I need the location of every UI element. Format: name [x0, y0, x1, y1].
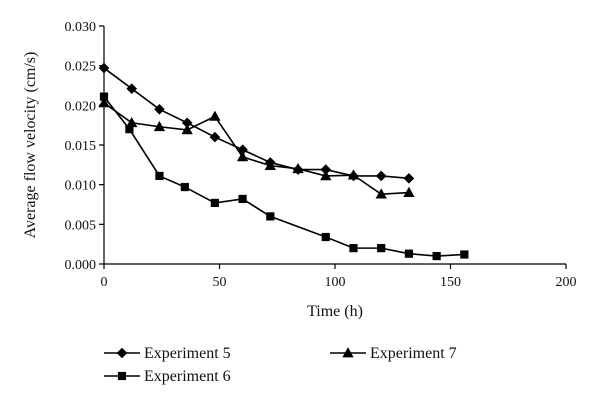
legend-label: Experiment 6	[144, 368, 231, 385]
data-point-experiment-6	[238, 194, 247, 204]
data-point-experiment-7	[153, 120, 166, 132]
x-tick-label: 200	[556, 275, 577, 290]
data-point-experiment-7	[126, 116, 138, 128]
data-point-experiment-6	[210, 198, 219, 208]
x-axis-ticks: 0 50 100 150 200	[101, 264, 577, 290]
legend: Experiment 5 Experiment 6 Experiment 7	[104, 345, 457, 385]
series-experiment-7	[98, 97, 415, 199]
data-point-experiment-7	[236, 151, 249, 162]
y-axis-title: Average flow velocity (cm/s)	[22, 52, 39, 239]
data-point-experiment-6	[266, 212, 275, 221]
data-point-experiment-6	[377, 244, 386, 253]
data-point-experiment-6	[321, 232, 330, 242]
x-axis-title: Time (h)	[307, 303, 363, 320]
data-point-experiment-6	[404, 249, 414, 258]
data-point-experiment-5	[154, 103, 165, 115]
legend-item-experiment-5: Experiment 5	[104, 345, 231, 362]
data-point-experiment-5	[375, 170, 387, 182]
data-point-experiment-7	[292, 162, 304, 174]
x-tick-label: 0	[101, 275, 108, 290]
legend-marker	[117, 371, 127, 381]
data-point-experiment-6	[349, 244, 358, 253]
series-experiment-6	[99, 92, 469, 261]
legend-item-experiment-6: Experiment 6	[104, 368, 231, 385]
y-tick-label: 0.015	[65, 139, 97, 154]
data-point-experiment-7	[403, 186, 415, 197]
data-point-experiment-5	[126, 83, 138, 94]
series-layer	[98, 62, 469, 261]
y-tick-label: 0.020	[65, 99, 97, 114]
y-tick-label: 0.025	[65, 60, 97, 75]
data-point-experiment-7	[264, 159, 276, 170]
data-point-experiment-5	[403, 173, 415, 184]
data-point-experiment-7	[209, 110, 221, 121]
data-point-experiment-7	[181, 124, 193, 135]
data-point-experiment-6	[432, 251, 441, 261]
series-experiment-5	[98, 62, 415, 184]
plot-area: 0.000 0.005 0.010 0.015 0.020 0.025 0.030 0 50 1…	[65, 20, 577, 290]
y-tick-label: 0.030	[65, 20, 97, 35]
legend-item-experiment-7: Experiment 7	[330, 345, 457, 362]
data-point-experiment-7	[320, 170, 332, 181]
y-tick-label: 0.000	[65, 258, 97, 273]
data-point-experiment-7	[98, 97, 110, 108]
x-tick-label: 50	[213, 275, 227, 290]
data-point-experiment-5	[209, 131, 221, 143]
data-point-experiment-7	[347, 169, 360, 180]
data-point-experiment-6	[155, 171, 164, 181]
y-tick-label: 0.005	[65, 218, 97, 233]
y-tick-label: 0.010	[65, 179, 97, 194]
legend-marker	[116, 347, 128, 359]
x-tick-label: 100	[325, 275, 346, 290]
data-point-experiment-6	[180, 182, 189, 192]
legend-marker	[342, 347, 354, 358]
x-tick-label: 150	[440, 275, 461, 290]
data-point-experiment-7	[375, 188, 387, 199]
legend-label: Experiment 5	[144, 345, 231, 362]
data-point-experiment-5	[98, 62, 110, 74]
y-axis-ticks: 0.000 0.005 0.010 0.015 0.020 0.025 0.030	[65, 20, 104, 273]
series-line-experiment-7	[103, 102, 409, 196]
legend-label: Experiment 7	[370, 345, 457, 362]
data-point-experiment-6	[460, 250, 469, 259]
